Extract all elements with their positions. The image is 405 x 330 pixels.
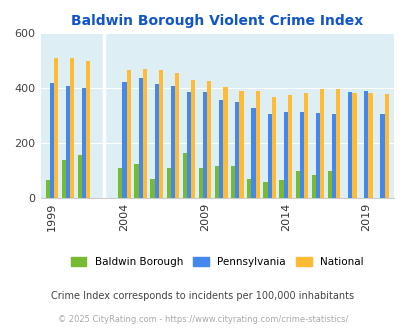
Bar	[202, 92, 207, 198]
Bar	[191, 80, 195, 198]
Bar	[251, 108, 255, 198]
Bar	[299, 112, 303, 198]
Bar	[263, 182, 267, 198]
Bar	[384, 94, 388, 198]
Bar	[331, 114, 335, 198]
Bar	[303, 93, 307, 198]
Text: © 2025 CityRating.com - https://www.cityrating.com/crime-statistics/: © 2025 CityRating.com - https://www.city…	[58, 315, 347, 324]
Bar	[186, 92, 191, 198]
Bar	[182, 152, 186, 198]
Bar	[86, 61, 90, 198]
Bar	[352, 93, 356, 198]
Bar	[347, 92, 352, 198]
Bar	[150, 179, 154, 198]
Bar	[171, 86, 175, 198]
Bar	[363, 91, 368, 198]
Bar	[62, 159, 66, 198]
Bar	[315, 113, 319, 198]
Bar	[142, 69, 147, 198]
Bar	[379, 114, 384, 198]
Bar	[311, 175, 315, 198]
Bar	[234, 102, 239, 198]
Bar	[230, 166, 234, 198]
Bar	[271, 97, 275, 198]
Bar	[267, 114, 271, 198]
Bar	[223, 86, 227, 198]
Legend: Baldwin Borough, Pennsylvania, National: Baldwin Borough, Pennsylvania, National	[66, 253, 367, 271]
Title: Baldwin Borough Violent Crime Index: Baldwin Borough Violent Crime Index	[71, 14, 362, 28]
Bar	[154, 84, 158, 198]
Bar	[207, 81, 211, 198]
Bar	[327, 171, 331, 198]
Bar	[66, 86, 70, 198]
Bar	[368, 93, 372, 198]
Bar	[54, 58, 58, 198]
Bar	[319, 89, 324, 198]
Bar	[219, 100, 223, 198]
Bar	[255, 91, 259, 198]
Bar	[283, 112, 287, 198]
Bar	[247, 179, 251, 198]
Bar	[82, 88, 86, 198]
Bar	[122, 82, 126, 198]
Bar	[126, 70, 130, 198]
Bar	[134, 164, 138, 198]
Bar	[175, 73, 179, 198]
Bar	[287, 95, 291, 198]
Bar	[166, 168, 171, 198]
Bar	[158, 70, 163, 198]
Bar	[335, 89, 340, 198]
Bar	[50, 83, 54, 198]
Bar	[78, 155, 82, 198]
Bar	[138, 78, 142, 198]
Bar	[295, 171, 299, 198]
Bar	[214, 166, 219, 198]
Text: Crime Index corresponds to incidents per 100,000 inhabitants: Crime Index corresponds to incidents per…	[51, 291, 354, 301]
Bar	[70, 58, 74, 198]
Bar	[279, 180, 283, 198]
Bar	[239, 91, 243, 198]
Bar	[198, 168, 202, 198]
Bar	[45, 180, 50, 198]
Bar	[118, 168, 122, 198]
